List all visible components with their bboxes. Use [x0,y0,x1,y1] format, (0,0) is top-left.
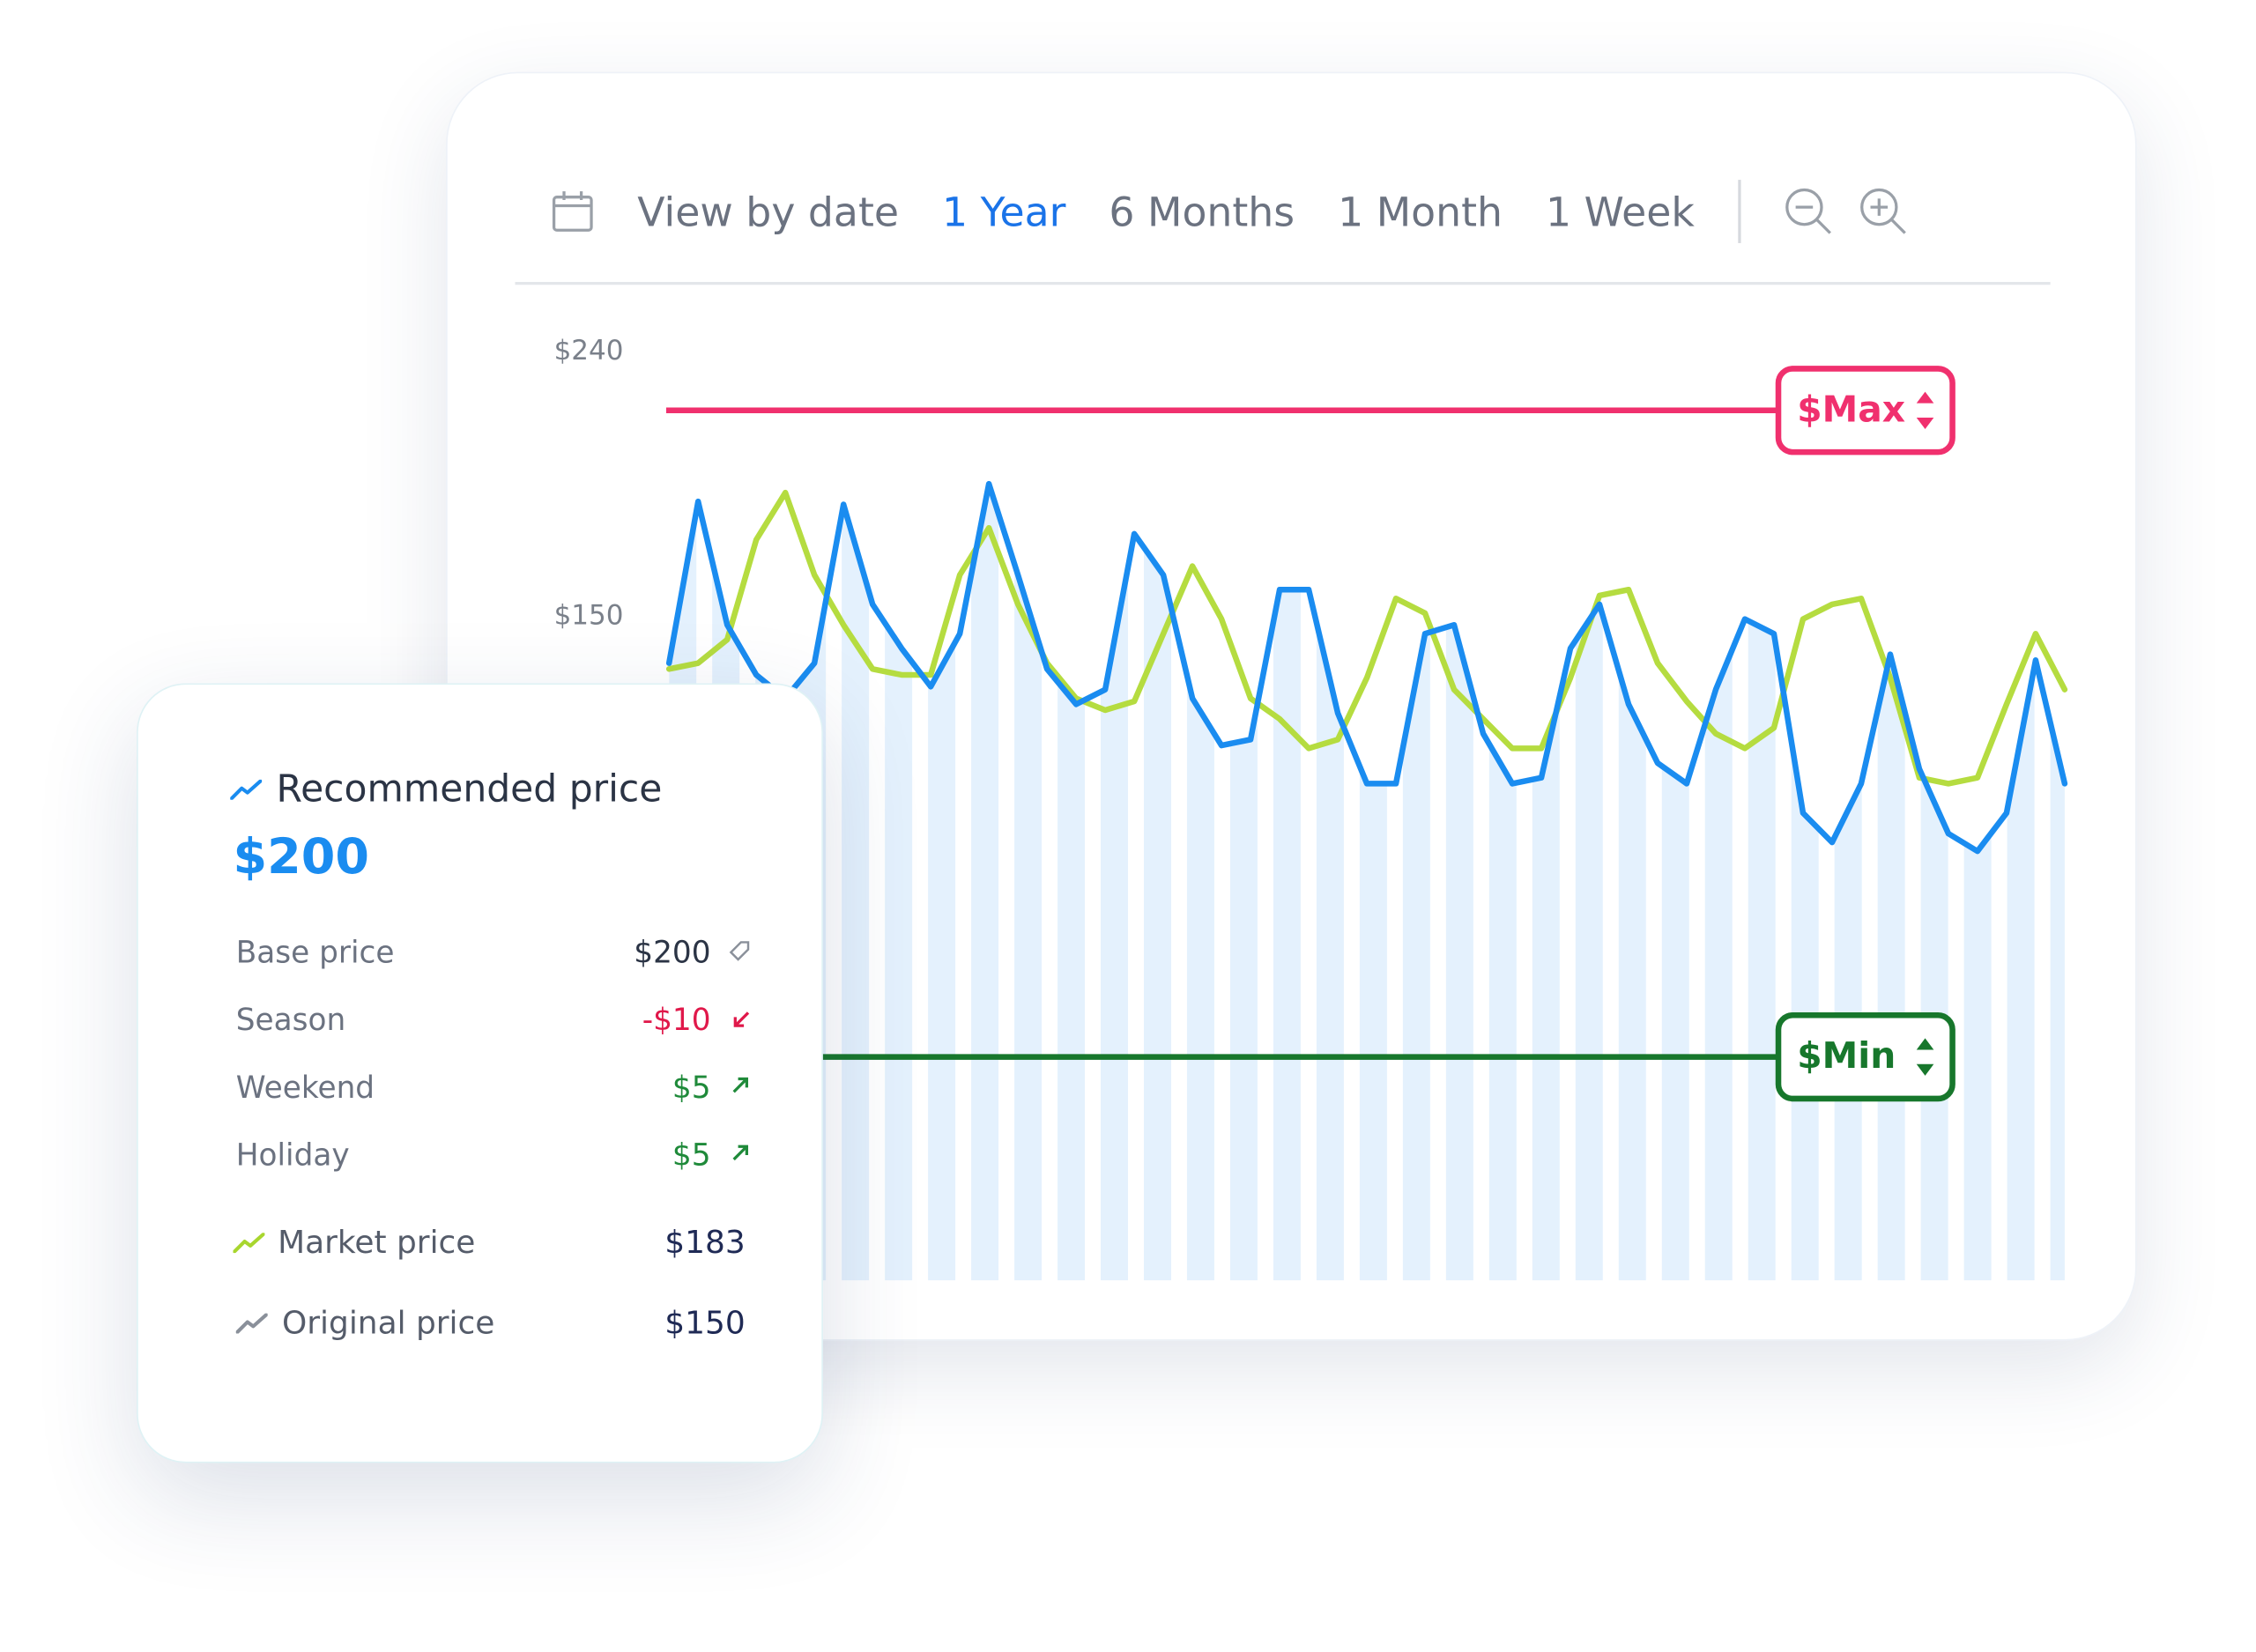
price-label: Original price [282,1306,495,1343]
row-value: $5 [672,1137,711,1173]
range-option[interactable]: 1 Year [941,188,1066,235]
threshold-badge [1775,1011,1955,1102]
y-tick-label: $240 [554,335,624,367]
panel-title: Recommended price [276,767,663,811]
toolbar: View by date 1 Year 6 Months 1 Month 1 W… [551,180,1907,243]
price-row: Season -$10 [236,1003,754,1037]
zoom-in[interactable] [1859,187,1908,236]
price-line [665,480,2068,855]
price-row: Holiday $5 [235,1137,754,1173]
range-option[interactable]: 1 Week [1545,188,1695,235]
threshold-label: $Min [1797,1034,1896,1077]
original-icon [235,1313,268,1334]
price-row: Base price $200 [236,935,754,969]
price-row: Weekend $5 [236,1070,754,1105]
row-value: -$10 [642,1002,711,1038]
row-label: Weekend [235,1070,375,1105]
row-label: Holiday [235,1137,350,1173]
recommended-value: $200 [233,828,370,886]
calendar-icon [552,191,593,232]
sort-icon [1916,391,1934,430]
y-tick-label: $150 [554,599,624,631]
market-icon [233,1233,265,1254]
up-arrow [732,1077,749,1093]
price-label: Market price [278,1226,476,1262]
range-option[interactable]: 1 Month [1338,188,1503,235]
trend-icon [230,779,263,800]
up-arrow [732,1145,749,1161]
price-line [665,489,2068,787]
row-label: Base price [235,935,395,970]
price-value: $183 [664,1226,746,1262]
price-panel: Recommended price $200 Base price $200 S… [137,683,823,1463]
price-area [669,484,2065,1281]
down-arrow [733,1011,750,1027]
view-by-date: View by date [637,188,900,235]
threshold-label: $Max [1797,388,1905,430]
row-value: $5 [672,1070,711,1105]
range-option[interactable]: 6 Months [1109,188,1295,235]
price-value: $150 [664,1306,746,1343]
sort-icon [1916,1038,1934,1076]
threshold-badge [1775,366,1955,456]
row-value: $200 [634,935,711,970]
row-label: Season [235,1002,346,1038]
tag-icon [729,941,750,961]
separator [1737,180,1741,243]
zoom-out[interactable] [1784,187,1833,236]
